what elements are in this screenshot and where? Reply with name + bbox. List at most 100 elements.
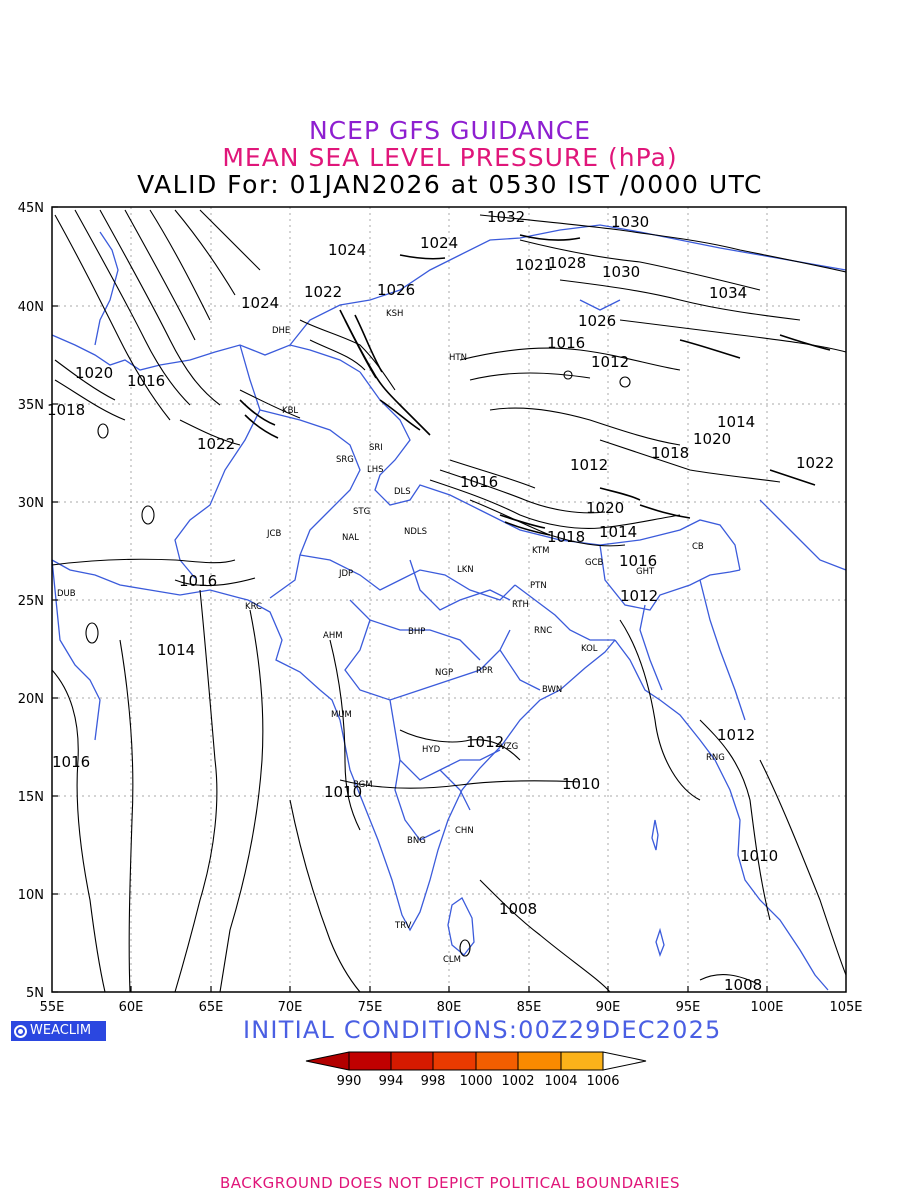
colorbar-min-arrow — [305, 1051, 350, 1071]
station-label: PTN — [530, 581, 547, 591]
station-label: TRV — [394, 921, 412, 931]
station-label: BGM — [353, 780, 373, 790]
colorbar-swatch — [390, 1051, 434, 1071]
pressure-map: 45N 40N 35N 30N 25N 20N 15N 10N 5N 55E 6… — [18, 201, 863, 1089]
colorbar-tick-label: 998 — [421, 1074, 446, 1089]
map-grid — [52, 207, 846, 992]
contour-label: 1032 — [487, 208, 525, 226]
station-label: AHM — [323, 631, 343, 641]
contour-label: 1018 — [651, 444, 689, 462]
contour-label: 1024 — [328, 241, 366, 259]
contour-label: 1020 — [693, 430, 731, 448]
station-label: KRC — [245, 602, 262, 612]
colorbar-tick-label: 1004 — [544, 1074, 577, 1089]
contour-label: 1012 — [717, 726, 755, 744]
logo-text: WEACLIM — [30, 1023, 92, 1038]
station-label: BHP — [408, 627, 425, 637]
isobars — [51, 209, 847, 993]
contour-label: 1026 — [377, 281, 415, 299]
contour-label: 1026 — [578, 312, 616, 330]
station-label: CHN — [455, 826, 474, 836]
contour-label: 1030 — [611, 213, 649, 231]
station-label: BWN — [542, 685, 562, 695]
contour-label: 1008 — [499, 900, 537, 918]
contour-label: 1012 — [591, 353, 629, 371]
lon-label: 75E — [358, 1000, 383, 1015]
lon-label: 100E — [750, 1000, 783, 1015]
contour-label: 1018 — [47, 401, 85, 419]
station-label: KTM — [532, 546, 549, 556]
station-label: CB — [692, 542, 704, 552]
title-line-2: MEAN SEA LEVEL PRESSURE (hPa) — [222, 143, 678, 172]
longitude-labels: 55E 60E 65E 70E 75E 80E 85E 90E 95E 100E… — [40, 1000, 863, 1015]
weaclim-logo-icon — [14, 1024, 27, 1038]
contour-label: 1016 — [619, 552, 657, 570]
weaclim-logo[interactable]: WEACLIM — [11, 1021, 106, 1041]
station-label: KSH — [386, 309, 403, 319]
latitude-labels: 45N 40N 35N 30N 25N 20N 15N 10N 5N — [18, 201, 44, 1001]
contour-label: 1016 — [52, 753, 90, 771]
colorbar-tick-label: 1002 — [501, 1074, 534, 1089]
lon-label: 95E — [676, 1000, 701, 1015]
station-label: SRG — [336, 455, 354, 465]
contour-label: 1014 — [717, 413, 755, 431]
coastlines — [51, 224, 847, 991]
contour-label: 1010 — [740, 847, 778, 865]
station-label: STG — [353, 507, 370, 517]
colorbar-tick-label: 1006 — [586, 1074, 619, 1089]
lat-label: 35N — [18, 398, 44, 413]
station-label: KOL — [581, 644, 598, 654]
station-label: BNG — [407, 836, 426, 846]
station-label: DLS — [394, 487, 411, 497]
station-label: HYD — [422, 745, 441, 755]
lat-label: 15N — [18, 790, 44, 805]
initial-conditions: INITIAL CONDITIONS:00Z29DEC2025 — [243, 1016, 722, 1044]
station-label: HTN — [449, 353, 467, 363]
colorbar-tick-label: 990 — [337, 1074, 362, 1089]
station-label: NGP — [435, 668, 453, 678]
contour-label: 1024 — [241, 294, 279, 312]
colorbar-swatch — [432, 1051, 477, 1071]
lon-label: 85E — [517, 1000, 542, 1015]
contour-label: 1014 — [157, 641, 195, 659]
station-label: GHT — [636, 567, 655, 577]
contour-label: 1014 — [599, 523, 637, 541]
contour-label: 1020 — [75, 364, 113, 382]
contour-label: 1012 — [570, 456, 608, 474]
station-label: VZG — [500, 742, 518, 752]
contour-labels: 1032 1030 1024 1021 1028 1030 1034 1026 … — [47, 208, 834, 994]
station-label: JDP — [338, 569, 353, 579]
contour-label: 1012 — [466, 733, 504, 751]
station-label: CLM — [443, 955, 461, 965]
station-label: LKN — [457, 565, 474, 575]
lat-label: 25N — [18, 594, 44, 609]
contour-label: 1008 — [724, 976, 762, 994]
station-label: SRI — [369, 443, 383, 453]
lat-label: 30N — [18, 496, 44, 511]
title-line-3: VALID For: 01JAN2026 at 0530 IST /0000 U… — [137, 170, 763, 199]
contour-label: 1022 — [304, 283, 342, 301]
contour-label: 1016 — [179, 572, 217, 590]
station-label: KBL — [282, 406, 298, 416]
contour-label: 1022 — [197, 435, 235, 453]
contour-label: 1018 — [547, 528, 585, 546]
colorbar-max-arrow — [602, 1051, 647, 1071]
colorbar: 990 994 998 1000 1002 1004 1006 — [305, 1051, 647, 1089]
station-label: DHE — [272, 326, 290, 336]
contour-label: 1012 — [620, 587, 658, 605]
contour-label: 1016 — [547, 334, 585, 352]
contour-label: 1010 — [562, 775, 600, 793]
footer-disclaimer: BACKGROUND DOES NOT DEPICT POLITICAL BOU… — [220, 1174, 680, 1192]
colorbar-swatch — [348, 1051, 392, 1071]
axis-ticks — [52, 206, 768, 993]
colorbar-swatch — [475, 1051, 519, 1071]
contour-label: 1028 — [548, 254, 586, 272]
station-label: DUB — [57, 589, 76, 599]
contour-label: 1016 — [460, 473, 498, 491]
station-label: RPR — [476, 666, 493, 676]
contour-label: 1010 — [324, 783, 362, 801]
station-label: GCB — [585, 558, 604, 568]
station-label: JCB — [266, 529, 281, 539]
contour-label: 1024 — [420, 234, 458, 252]
lat-label: 45N — [18, 201, 44, 216]
